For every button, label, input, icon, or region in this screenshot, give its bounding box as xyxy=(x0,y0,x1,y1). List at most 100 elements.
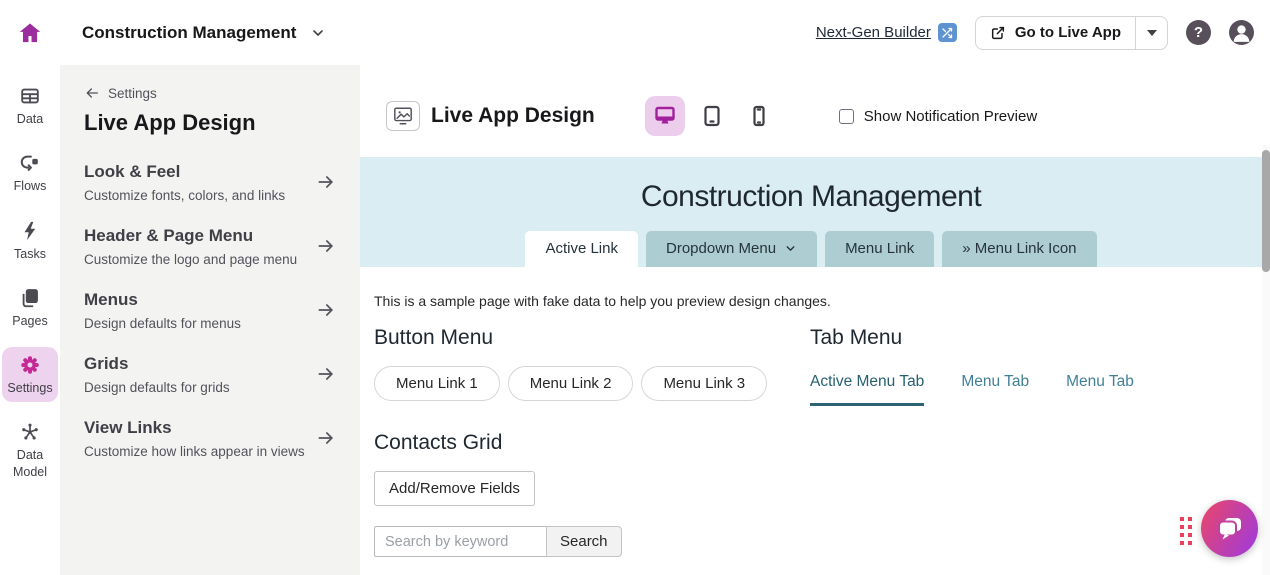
menu-link-2-button[interactable]: Menu Link 2 xyxy=(507,366,634,401)
settings-item-title: Menus xyxy=(84,290,138,309)
preview-nav-tab-menu-link[interactable]: Menu Link xyxy=(825,231,935,267)
topbar-right: Next-Gen Builder Go to Live App xyxy=(816,15,1270,50)
preview-body: This is a sample page with fake data to … xyxy=(360,267,1262,557)
external-link-icon xyxy=(990,25,1006,41)
sidebar-item-label: Data xyxy=(16,112,44,126)
next-gen-builder-label: Next-Gen Builder xyxy=(815,24,931,41)
preview-nav-tab-label: Active Link xyxy=(545,240,618,257)
home-button[interactable] xyxy=(0,20,60,46)
settings-back-label: Settings xyxy=(108,85,157,101)
show-notification-label: Show Notification Preview xyxy=(863,107,1038,125)
sidebar-item-label: Settings xyxy=(7,381,53,395)
pages-icon xyxy=(19,287,41,309)
settings-item-desc: Design defaults for menus xyxy=(84,316,241,331)
sidebar-item-label: Tasks xyxy=(14,246,46,261)
app-switcher[interactable]: Construction Management xyxy=(82,23,326,43)
gear-icon xyxy=(19,354,41,376)
help-button[interactable]: ? xyxy=(1186,20,1211,45)
settings-list: Look & Feel Customize fonts, colors, and… xyxy=(84,162,336,459)
menu-tab[interactable]: Menu Tab xyxy=(1066,373,1134,390)
sidebar-item-label: Pages xyxy=(12,313,48,328)
chat-bubbles-icon xyxy=(1214,513,1246,545)
phone-preview-button[interactable] xyxy=(739,96,779,136)
menu-tab[interactable]: Menu Tab xyxy=(961,373,1030,390)
tablet-icon xyxy=(700,104,724,128)
settings-item-desc: Customize the logo and page menu xyxy=(84,252,298,267)
arrow-right-icon xyxy=(316,428,336,448)
settings-item-title: Grids xyxy=(84,354,129,373)
settings-item-desc: Customize fonts, colors, and links xyxy=(84,188,286,203)
design-preview-icon xyxy=(386,101,420,131)
button-menu-section: Button Menu Menu Link 1 Menu Link 2 Menu… xyxy=(374,326,810,406)
search-input[interactable] xyxy=(374,526,546,557)
sidebar-item-label: Data Model xyxy=(12,448,48,479)
tab-menu-section: Tab Menu Active Menu Tab Menu Tab Menu T… xyxy=(810,326,1248,406)
sample-page-text: This is a sample page with fake data to … xyxy=(374,293,831,309)
grid-search: Search xyxy=(374,526,1248,557)
show-notification-checkbox[interactable] xyxy=(838,108,854,124)
preview-site-header: Construction Management Active Link Drop… xyxy=(360,157,1262,267)
sidebar-item-tasks[interactable]: Tasks xyxy=(2,213,58,268)
settings-item-title: Header & Page Menu xyxy=(84,226,254,245)
preview-nav-tabs: Active Link Dropdown Menu Menu Link » Me… xyxy=(360,231,1262,267)
settings-item-title: View Links xyxy=(84,418,172,437)
tab-menu-row: Active Menu Tab Menu Tab Menu Tab xyxy=(810,373,1248,406)
settings-item-look-and-feel[interactable]: Look & Feel Customize fonts, colors, and… xyxy=(84,162,336,203)
preview-nav-tab-label: » Menu Link Icon xyxy=(962,240,1077,257)
desktop-monitor-icon xyxy=(653,104,677,128)
tab-menu-title: Tab Menu xyxy=(810,326,903,349)
desktop-preview-button[interactable] xyxy=(644,96,685,136)
arrow-right-icon xyxy=(316,364,336,384)
preview-nav-tab-menu-link-icon[interactable]: » Menu Link Icon xyxy=(942,231,1097,267)
chevron-down-icon xyxy=(310,25,326,41)
avatar-icon xyxy=(1229,20,1254,45)
button-menu-row: Menu Link 1 Menu Link 2 Menu Link 3 xyxy=(374,366,810,401)
page-title: Live App Design xyxy=(431,104,595,127)
chat-launcher-button[interactable] xyxy=(1201,500,1258,557)
sidebar-item-data[interactable]: Data xyxy=(2,78,58,133)
live-app-preview: Construction Management Active Link Drop… xyxy=(360,157,1270,557)
sidebar-item-label: Flows xyxy=(13,179,47,194)
go-to-live-app-split-button: Go to Live App xyxy=(974,15,1168,50)
preview-nav-tab-dropdown-menu[interactable]: Dropdown Menu xyxy=(646,231,818,267)
sidebar-item-settings[interactable]: Settings xyxy=(2,347,58,403)
chevron-down-icon xyxy=(784,242,797,255)
sidebar-item-pages[interactable]: Pages xyxy=(2,280,58,335)
menu-link-1-button[interactable]: Menu Link 1 xyxy=(374,366,500,401)
settings-item-menus[interactable]: Menus Design defaults for menus xyxy=(84,290,336,331)
home-icon xyxy=(17,20,43,46)
settings-back-link[interactable]: Settings xyxy=(84,85,336,101)
app-shell: Data Flows Tasks xyxy=(0,65,1270,575)
caret-down-icon xyxy=(1146,29,1157,36)
preview-nav-tab-active-link[interactable]: Active Link xyxy=(525,231,638,267)
search-button[interactable]: Search xyxy=(546,526,622,557)
shuffle-icon xyxy=(937,23,957,42)
go-to-live-app-label: Go to Live App xyxy=(1014,24,1121,41)
notification-preview-toggle: Show Notification Preview xyxy=(838,107,1038,125)
preview-nav-tab-label: Dropdown Menu xyxy=(666,240,777,257)
go-to-live-app-dropdown-button[interactable] xyxy=(1136,17,1167,49)
settings-item-view-links[interactable]: View Links Customize how links appear in… xyxy=(84,418,336,459)
sidebar-item-data-model[interactable]: Data Model xyxy=(2,414,58,486)
active-menu-tab[interactable]: Active Menu Tab xyxy=(810,373,925,406)
arrow-right-icon xyxy=(316,172,336,192)
sidebar-item-flows[interactable]: Flows xyxy=(2,145,58,200)
add-remove-fields-button[interactable]: Add/Remove Fields xyxy=(374,471,535,506)
device-preview-toggles xyxy=(644,96,779,136)
go-to-live-app-button[interactable]: Go to Live App xyxy=(976,16,1136,49)
network-icon xyxy=(19,421,41,443)
chat-drag-handle[interactable] xyxy=(1180,517,1192,545)
scrollbar-thumb[interactable] xyxy=(1262,150,1270,272)
next-gen-builder-link[interactable]: Next-Gen Builder xyxy=(816,23,957,42)
settings-item-grids[interactable]: Grids Design defaults for grids xyxy=(84,354,336,395)
button-menu-title: Button Menu xyxy=(374,326,494,349)
tablet-preview-button[interactable] xyxy=(692,96,732,136)
flow-icon xyxy=(19,152,41,174)
arrow-right-icon xyxy=(316,300,336,320)
settings-panel-title: Live App Design xyxy=(84,110,256,135)
settings-item-header-page-menu[interactable]: Header & Page Menu Customize the logo an… xyxy=(84,226,336,267)
arrow-right-icon xyxy=(316,236,336,256)
account-button[interactable] xyxy=(1229,20,1254,45)
menu-link-3-button[interactable]: Menu Link 3 xyxy=(641,366,768,401)
main-header: Live App Design xyxy=(386,95,1262,137)
